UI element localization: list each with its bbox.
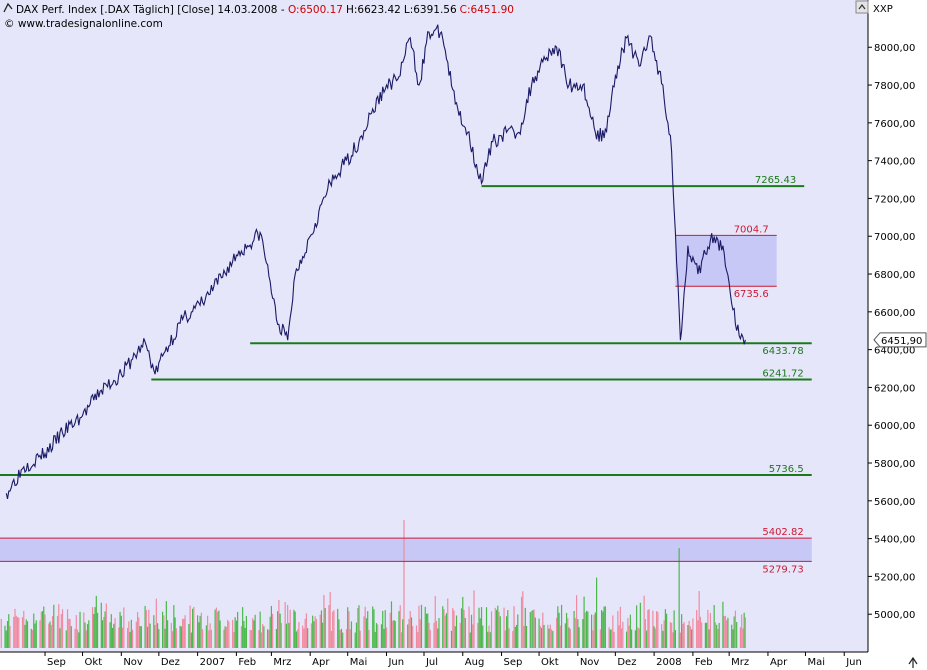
scale-label: XXP [873,4,893,15]
level-label-6433-78: 6433.78 [762,346,803,357]
y-tick-label: 6800,00 [874,270,915,281]
y-tick-label: 5400,00 [874,535,915,546]
y-tick-label: 7200,00 [874,194,915,205]
x-tick-label: Sep [47,657,66,668]
level-label-5279-73: 5279.73 [762,564,803,575]
level-label-5736-5: 5736.5 [769,464,804,475]
price-zone [0,538,812,562]
chevron-up-icon [858,4,866,10]
y-tick-label: 8000,00 [874,43,915,54]
x-tick-label: Mai [807,657,825,668]
price-line [5,24,746,500]
header-close: C:6451.90 [460,4,514,16]
price-zone [675,235,777,287]
y-tick-label: 7800,00 [874,81,915,92]
y-tick-label: 5000,00 [874,610,915,621]
x-tick-label: Jun [387,657,404,668]
y-tick-label: 6400,00 [874,346,915,357]
scale-menu-button[interactable] [855,0,869,14]
y-tick-label: 5600,00 [874,497,915,508]
x-tick-label: Jun [845,657,862,668]
level-label-5402-82: 5402.82 [762,527,803,538]
x-tick-label: Okt [541,657,559,668]
x-tick-label: Sep [504,657,523,668]
y-tick-label: 7400,00 [874,157,915,168]
x-tick-label: 2007 [200,657,225,668]
y-tick-label: 5800,00 [874,459,915,470]
x-tick-label: Mrz [273,657,291,668]
level-label-6735-6: 6735.6 [734,289,769,300]
x-tick-label: Apr [312,657,330,668]
y-tick-label: 6200,00 [874,383,915,394]
x-tick-label: Apr [770,657,788,668]
chart-type-icon [3,2,13,13]
header-high: H:6623.42 [346,4,401,16]
x-tick-label: Mai [350,657,368,668]
x-tick-label: Jul [425,657,438,668]
x-tick-label: Mrz [731,657,749,668]
x-tick-label: Feb [695,657,713,668]
level-label-7004-7: 7004.7 [734,224,769,235]
x-tick-label: Feb [238,657,256,668]
last-price-label: 6451,90 [881,336,922,347]
level-label-6241-72: 6241.72 [762,369,803,380]
x-tick-label: Dez [617,657,636,668]
x-tick-label: Nov [123,657,143,668]
header-symbol: DAX Perf. Index [.DAX Täglich] [Close] 1… [16,4,288,16]
y-tick-label: 5200,00 [874,572,915,583]
y-tick-label: 7600,00 [874,119,915,130]
header-open: O:6500.17 [288,4,343,16]
x-tick-label: Nov [580,657,600,668]
credit-text: © www.tradesignalonline.com [4,18,163,30]
x-tick-label: 2008 [656,657,681,668]
x-tick-label: Okt [85,657,103,668]
level-label-7265-43: 7265.43 [755,175,796,186]
x-tick-label: Dez [161,657,180,668]
header-text: DAX Perf. Index [.DAX Täglich] [Close] 1… [16,4,514,16]
chart-header: DAX Perf. Index [.DAX Täglich] [Close] 1… [3,2,514,30]
y-tick-label: 6600,00 [874,308,915,319]
x-tick-label: Aug [465,657,485,668]
y-tick-label: 6000,00 [874,421,915,432]
header-low: L:6391.56 [404,4,457,16]
x-axis-panel [0,652,927,670]
last-price-marker: 6451,90 [873,332,927,348]
scroll-up-arrow[interactable] [908,656,918,668]
y-tick-label: 7000,00 [874,232,915,243]
